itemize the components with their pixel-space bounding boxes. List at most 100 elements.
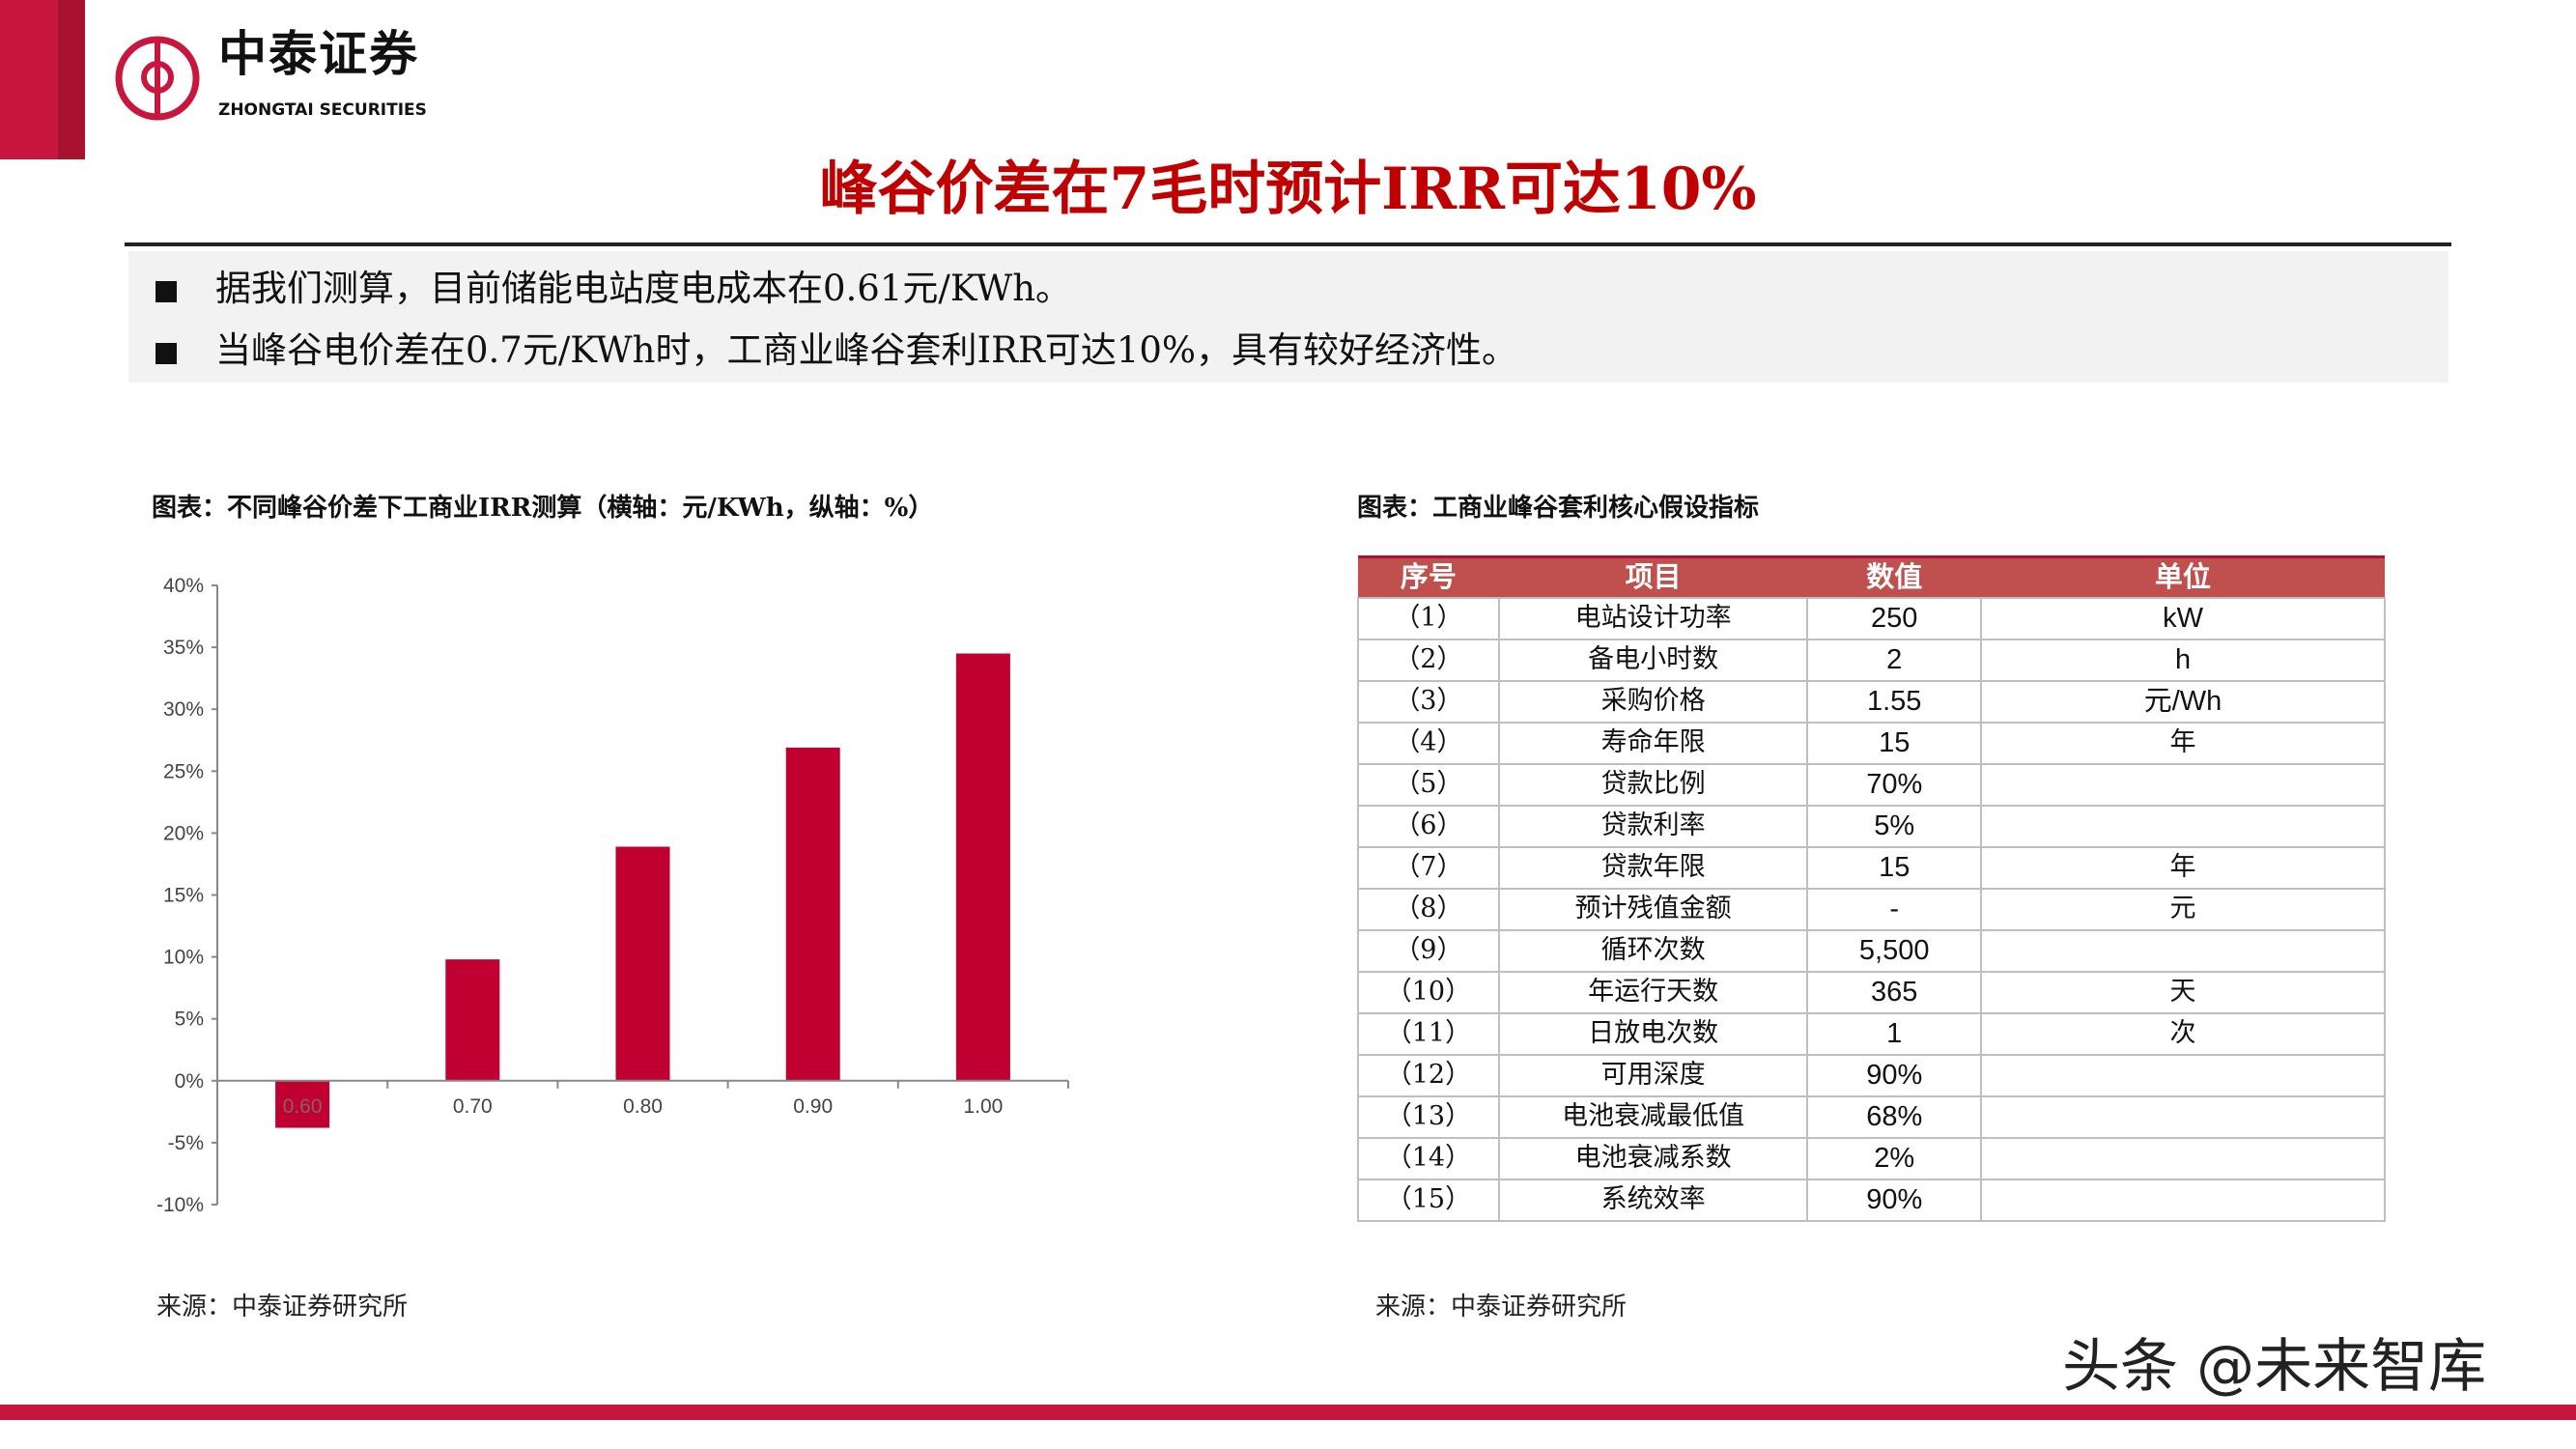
item-value: 90% [1806,1178,1983,1222]
row-index: （5） [1357,762,1500,807]
y-tick-label: 5% [175,1009,204,1031]
y-tick-label: -10% [156,1194,204,1216]
x-tick-label: 0.60 [283,1095,323,1118]
bar [785,747,840,1081]
chart-source: 来源：中泰证券研究所 [156,1293,409,1321]
assumption-table: 序号 项目 数值 单位 （1） 电站设计功率 250 kW （2） 备电小时数 2 h （3） 采购价格… [1357,555,2386,1222]
item-name: 年运行天数 [1497,970,1809,1014]
bar [275,1080,330,1128]
table-row: （13） 电池衰减最低值 68% [1357,1094,2386,1139]
item-value: 15 [1806,721,1983,765]
page-title: 峰谷价差在7毛时预计IRR可达10% [819,156,1757,223]
table-row: （15） 系统效率 90% [1357,1178,2386,1222]
row-index: （1） [1357,596,1500,640]
item-value: 5% [1806,804,1983,848]
item-name: 电池衰减系数 [1497,1136,1809,1180]
table-caption: 图表：工商业峰谷套利核心假设指标 [1357,494,1760,523]
zhongtai-logo-icon [115,36,200,121]
item-unit [1980,1178,2386,1222]
row-index: （15） [1357,1178,1500,1222]
item-unit: 年 [1980,845,2386,890]
item-value: 1.55 [1806,679,1983,724]
table-row: （9） 循环次数 5,500 [1357,928,2386,973]
item-value: 90% [1806,1053,1983,1097]
bar [955,653,1010,1081]
table-row: （4） 寿命年限 15 年 [1357,721,2386,765]
chart-caption: 图表：不同峰谷价差下工商业IRR测算（横轴：元/KWh，纵轴：%） [152,494,934,523]
item-unit: 元/Wh [1980,679,2386,724]
x-tick-label: 1.00 [963,1095,1003,1118]
table-row: （6） 贷款利率 5% [1357,804,2386,848]
footer-bar [0,1405,2576,1420]
row-index: （11） [1357,1011,1500,1056]
item-name: 电站设计功率 [1497,596,1809,640]
item-name: 可用深度 [1497,1053,1809,1097]
logo-subtext: ZHONGTAI SECURITIES [218,100,427,120]
item-value: 2% [1806,1136,1983,1180]
summary-box: 据我们测算，目前储能电站度电成本在0.61元/KWh。 当峰谷电价差在0.7元/… [128,251,2449,383]
x-tick-label: 0.90 [793,1095,833,1118]
row-index: （13） [1357,1094,1500,1139]
item-name: 系统效率 [1497,1178,1809,1222]
item-name: 日放电次数 [1497,1011,1809,1056]
row-index: （3） [1357,679,1500,724]
x-tick-label: 0.70 [453,1095,493,1118]
item-unit: 元 [1980,887,2386,931]
item-value: 250 [1806,596,1983,640]
y-tick-label: 10% [163,947,204,969]
item-value: 1 [1806,1011,1983,1056]
bar [445,959,500,1081]
column-header: 项目 [1498,555,1808,598]
item-name: 贷款年限 [1497,845,1809,890]
row-index: （8） [1357,887,1500,931]
brand-bar-shade [58,0,85,159]
column-header: 序号 [1358,555,1499,598]
item-name: 寿命年限 [1497,721,1809,765]
item-unit: h [1980,638,2386,682]
table-row: （8） 预计残值金额 - 元 [1357,887,2386,931]
item-name: 预计残值金额 [1497,887,1809,931]
item-name: 贷款比例 [1497,762,1809,807]
y-tick-label: 35% [163,637,204,659]
irr-bar-chart: 40% 35% 30% 25% 20% 15% 10% 5% 0% -5% -10% 0.60 0.70… [156,575,1069,1216]
item-name: 备电小时数 [1497,638,1809,682]
column-header: 单位 [1981,555,2385,598]
row-index: （12） [1357,1053,1500,1097]
item-value: 365 [1806,970,1983,1014]
item-unit: 次 [1980,1011,2386,1056]
row-index: （2） [1357,638,1500,682]
item-unit [1980,1094,2386,1139]
item-value: 68% [1806,1094,1983,1139]
item-unit: 年 [1980,721,2386,765]
table-row: （1） 电站设计功率 250 kW [1357,596,2386,640]
item-name: 采购价格 [1497,679,1809,724]
item-unit: 天 [1980,970,2386,1014]
row-index: （9） [1357,928,1500,973]
table-row: （11） 日放电次数 1 次 [1357,1011,2386,1056]
item-value: - [1806,887,1983,931]
table-row: （7） 贷款年限 15 年 [1357,845,2386,890]
y-tick-label: 20% [163,822,204,844]
y-tick-label: 40% [163,575,204,597]
item-value: 15 [1806,845,1983,890]
y-tick-label: 0% [175,1070,204,1093]
bar [615,846,670,1081]
item-unit: kW [1980,596,2386,640]
row-index: （6） [1357,804,1500,848]
table-row: （12） 可用深度 90% [1357,1053,2386,1097]
table-row: （5） 贷款比例 70% [1357,762,2386,807]
summary-item: 当峰谷电价差在0.7元/KWh时，工商业峰谷套利IRR可达10%，具有较好经济性… [156,328,1517,373]
item-value: 70% [1806,762,1983,807]
logo-text: 中泰证券 [218,26,419,82]
item-unit [1980,804,2386,848]
summary-item: 据我们测算，目前储能电站度电成本在0.61元/KWh。 [156,267,1071,311]
column-header: 数值 [1807,555,1982,598]
row-index: （4） [1357,721,1500,765]
item-unit [1980,1136,2386,1180]
row-index: （14） [1357,1136,1500,1180]
item-unit [1980,762,2386,807]
y-tick-label: -5% [168,1132,204,1154]
summary-text: 当峰谷电价差在0.7元/KWh时，工商业峰谷套利IRR可达10%，具有较好经济性… [215,329,1518,371]
item-name: 贷款利率 [1497,804,1809,848]
table-row: （14） 电池衰减系数 2% [1357,1136,2386,1180]
